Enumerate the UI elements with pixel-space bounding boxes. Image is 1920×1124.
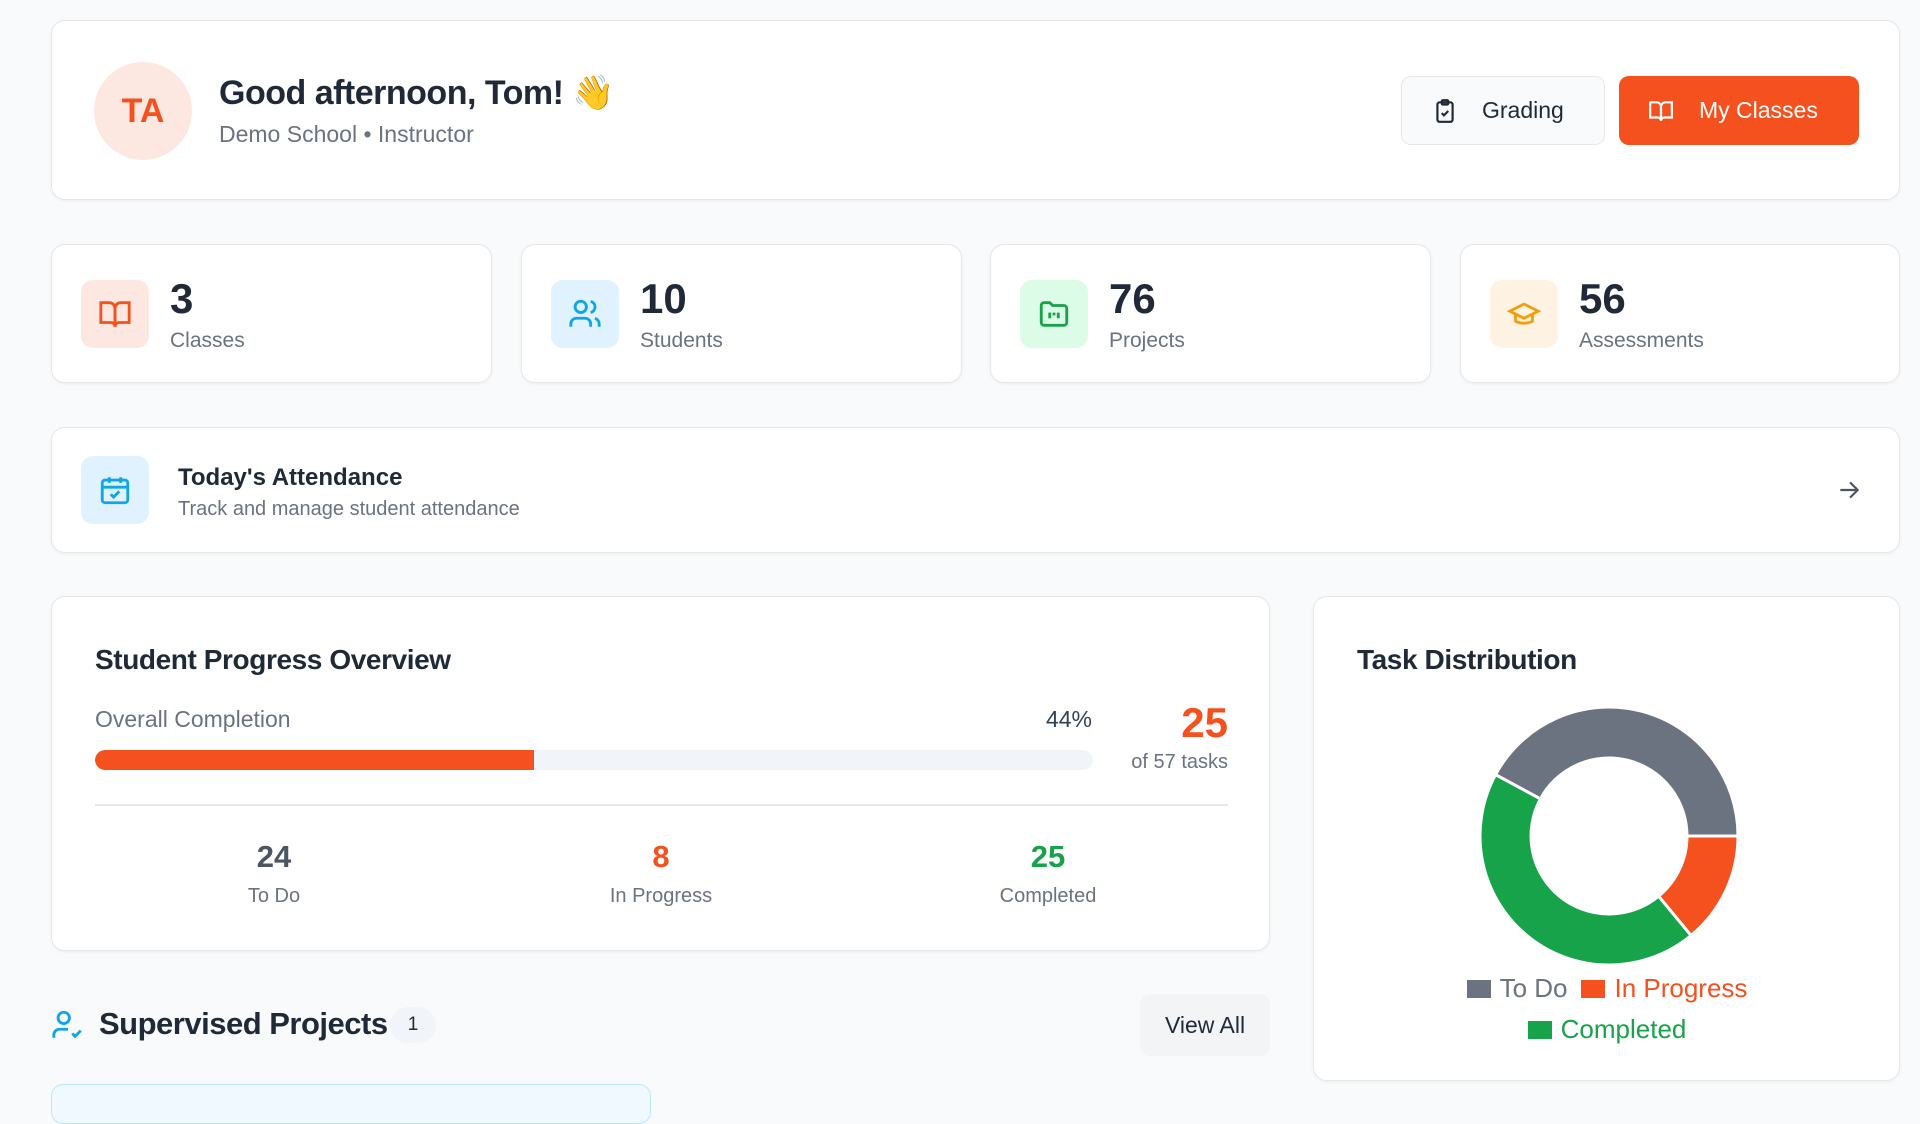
stat-value: 76 [1109, 275, 1156, 322]
progress-bar [95, 750, 535, 770]
progress-title: Student Progress Overview [95, 644, 451, 675]
users-check-icon [52, 1010, 82, 1039]
stat-label: Classes [170, 329, 245, 352]
stat-label: Projects [1109, 329, 1185, 352]
distribution-card: Task Distribution To Do In Progress Comple… [1313, 596, 1900, 1081]
completion-label: Overall Completion [95, 706, 291, 732]
count: 25 Completed [918, 839, 1178, 908]
stat-card[interactable]: 76 Projects [990, 244, 1431, 383]
legend-item[interactable]: Completed [1527, 1014, 1687, 1045]
donut-segment[interactable] [1493, 705, 1740, 838]
stat-card[interactable]: 10 Students [521, 244, 962, 383]
subtitle: Demo School • Instructor [219, 121, 474, 147]
legend-swatch [1527, 1020, 1552, 1039]
stat-card[interactable]: 56 Assessments [1460, 244, 1900, 383]
legend-item[interactable]: In Progress [1581, 973, 1747, 1004]
greeting: Good afternoon, Tom! 👋 [219, 74, 615, 112]
button-label: Grading [1482, 97, 1564, 123]
legend-label: In Progress [1614, 973, 1748, 1003]
progress-card: Student Progress Overview Overall Comple… [51, 596, 1270, 951]
attendance-subtitle: Track and manage student attendance [178, 498, 520, 520]
count-badge: 1 [390, 1007, 436, 1043]
clipboard-icon [1436, 98, 1454, 123]
count-label: To Do [247, 885, 301, 907]
arrow-icon [1840, 481, 1860, 499]
stat-value: 10 [640, 275, 687, 322]
project-card[interactable] [51, 1084, 651, 1124]
stat-icon [81, 280, 149, 348]
completion-percent: 44% [1045, 706, 1092, 732]
grading-button[interactable]: Grading [1401, 76, 1605, 145]
legend: To Do In Progress Completed [1432, 973, 1782, 1045]
chart-title: Task Distribution [1357, 644, 1577, 675]
section-title: Supervised Projects [99, 1006, 388, 1041]
legend-swatch [1581, 979, 1606, 998]
avatar: TA [94, 62, 192, 160]
stat-label: Students [640, 329, 723, 352]
view-all-button[interactable]: View All [1140, 994, 1270, 1056]
legend-label: Completed [1560, 1014, 1687, 1044]
stat-icon [1490, 280, 1558, 348]
progress-track [95, 750, 1093, 770]
button-label: My Classes [1699, 97, 1818, 123]
legend-swatch [1466, 979, 1491, 998]
stat-label: Assessments [1579, 329, 1704, 352]
count: 24 To Do [144, 839, 404, 908]
count-value: 25 [1030, 839, 1066, 874]
attendance-title: Today's Attendance [178, 464, 403, 491]
count-value: 8 [652, 839, 670, 874]
completed-count: 25 [1181, 699, 1228, 746]
stat-value: 56 [1579, 275, 1626, 322]
my-classes-button[interactable]: My Classes [1619, 76, 1859, 145]
stat-icon [1020, 280, 1088, 348]
donut-segment[interactable] [1478, 772, 1694, 967]
legend-item[interactable]: To Do [1466, 973, 1568, 1004]
total-label: of 57 tasks [1131, 751, 1228, 773]
book-icon [1649, 100, 1673, 121]
count: 8 In Progress [531, 839, 791, 908]
stat-value: 3 [170, 275, 194, 322]
divider [95, 804, 1228, 806]
attendance-card[interactable]: Today's Attendance Track and manage stud… [51, 427, 1900, 553]
stat-icon [551, 280, 619, 348]
legend-label: To Do [1499, 973, 1568, 1003]
header-card: TA Good afternoon, Tom! 👋 Demo School • … [51, 20, 1900, 200]
stat-card[interactable]: 3 Classes [51, 244, 492, 383]
count-label: Completed [999, 885, 1097, 907]
count-label: In Progress [609, 885, 713, 907]
count-value: 24 [256, 839, 292, 874]
calendar-icon [81, 456, 149, 524]
donut-chart [1478, 705, 1740, 967]
